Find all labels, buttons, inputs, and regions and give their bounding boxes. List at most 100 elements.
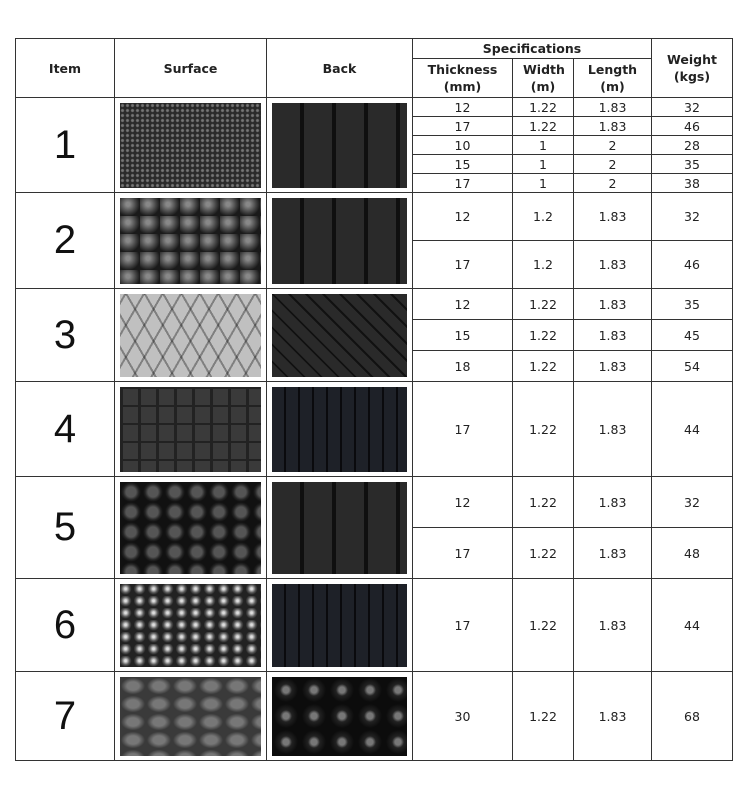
length-cell: 1.83 [573,476,652,528]
surface-image-cell [114,288,267,382]
surface-image-cell [114,192,267,289]
rubber-mat-spec-table: Item Surface Back Specifications Weight … [15,38,733,761]
thickness-cell: 12 [412,476,513,528]
thickness-cell: 15 [412,319,513,351]
length-cell: 1.83 [573,578,652,672]
table-row: 17 1.2 1.83 46 [16,240,733,289]
table-row: 1 12 1.22 1.83 32 [15,97,733,193]
back-image-cell [266,476,413,579]
header-thickness: Thickness (mm) [412,58,513,98]
thickness-cell: 12 [412,97,513,117]
table-row: 3 12 1.22 1.83 35 [15,288,733,382]
width-cell: 1.22 [512,381,574,477]
thickness-cell: 17 [412,240,513,289]
table-row: 2 12 1.2 1.83 32 [15,192,733,289]
item-number: 3 [15,288,115,382]
table-row: 10 1 2 28 [16,135,733,155]
length-cell: 1.83 [573,116,652,136]
header-length: Length (m) [573,58,652,98]
width-cell: 1.22 [512,476,574,528]
length-cell: 1.83 [573,671,652,761]
header-width: Width (m) [512,58,574,98]
table-row: 17 1.22 1.83 48 [16,527,733,579]
width-cell: 1.22 [512,97,574,117]
dimpled-surface-image [120,583,261,667]
weight-cell: 54 [651,350,733,382]
length-cell: 1.83 [573,288,652,320]
item-number: 2 [15,192,115,289]
width-cell: 1.22 [512,527,574,579]
width-cell: 1.2 [512,240,574,289]
surface-image-cell [114,578,267,672]
weight-cell: 68 [651,671,733,761]
header-weight: Weight (kgs) [651,38,733,98]
weight-cell: 44 [651,381,733,477]
item-number: 1 [15,97,115,193]
table-row: 5 12 1.22 1.83 32 [15,476,733,579]
table-row: 18 1.22 1.83 54 [16,350,733,382]
thickness-cell: 18 [412,350,513,382]
length-cell: 2 [573,154,652,174]
diamond-surface-image [120,293,261,377]
item-number: 5 [15,476,115,579]
length-cell: 1.83 [573,527,652,579]
fine-groove-back-image [272,583,407,667]
back-image-cell [266,578,413,672]
weight-cell: 32 [651,192,733,241]
surface-image-cell [114,671,267,761]
thickness-cell: 17 [412,527,513,579]
weight-cell: 38 [651,173,733,193]
surface-image-cell [114,381,267,477]
back-image-cell [266,192,413,289]
grooved-back-image [272,102,407,188]
length-cell: 1.83 [573,381,652,477]
hammer-surface-image [120,197,261,284]
thickness-cell: 17 [412,578,513,672]
length-cell: 2 [573,135,652,155]
fine-groove-back-image [272,386,407,472]
grooved-back-image [272,481,407,574]
weight-cell: 35 [651,288,733,320]
width-cell: 1 [512,173,574,193]
grooved-back-image [272,197,407,284]
length-cell: 1.83 [573,240,652,289]
header-item: Item [15,38,115,98]
length-cell: 1.83 [573,97,652,117]
studded-diamond-surface-image [120,102,261,188]
weight-cell: 28 [651,135,733,155]
header-surface: Surface [114,38,267,98]
thickness-cell: 17 [412,173,513,193]
weight-cell: 35 [651,154,733,174]
surface-image-cell [114,97,267,193]
length-cell: 1.83 [573,350,652,382]
back-image-cell [266,671,413,761]
thickness-cell: 15 [412,154,513,174]
back-image-cell [266,97,413,193]
length-cell: 1.83 [573,319,652,351]
length-cell: 2 [573,173,652,193]
width-cell: 1.22 [512,116,574,136]
table-row: 15 1.22 1.83 45 [16,319,733,351]
item-number: 6 [15,578,115,672]
header-back: Back [266,38,413,98]
square-block-surface-image [120,386,261,472]
item-number: 4 [15,381,115,477]
width-cell: 1 [512,135,574,155]
weight-cell: 48 [651,527,733,579]
back-image-cell [266,381,413,477]
back-image-cell [266,288,413,382]
thickness-cell: 17 [412,381,513,477]
weight-cell: 45 [651,319,733,351]
table-row: 7 30 1.22 1.83 68 [15,671,733,761]
width-cell: 1.2 [512,192,574,241]
length-cell: 1.83 [573,192,652,241]
thickness-cell: 10 [412,135,513,155]
item-number: 7 [15,671,115,761]
pebble-surface-image [120,676,261,756]
weight-cell: 32 [651,97,733,117]
weight-cell: 46 [651,116,733,136]
thickness-cell: 12 [412,192,513,241]
thickness-cell: 17 [412,116,513,136]
table-row: 17 1 2 38 [16,173,733,193]
width-cell: 1.22 [512,319,574,351]
